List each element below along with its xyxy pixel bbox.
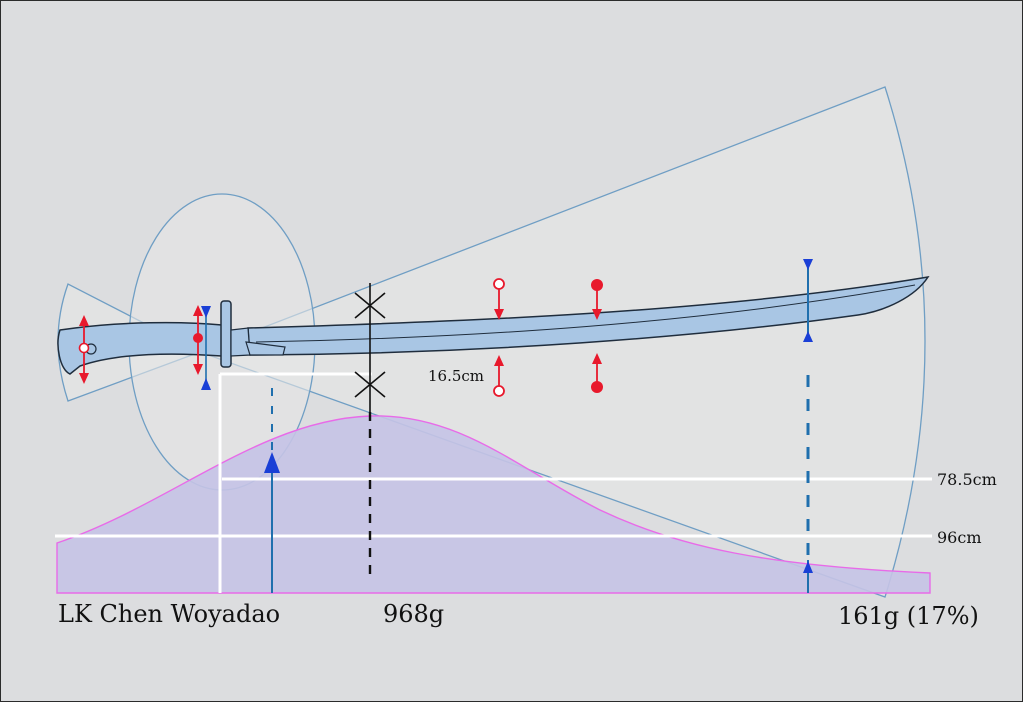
red-filled-arrow-up [592,353,602,364]
red-filled-circle-bottom [591,381,603,393]
width-label: 16.5cm [428,367,484,385]
length-label-2: 96cm [937,528,982,547]
guard-blue-arrow-up [201,378,211,390]
node-bottom-arrow [803,561,813,573]
guard-red-arrow-up [193,305,203,316]
cross-b2 [354,371,386,398]
red-open-circle-bottom [493,385,505,397]
pommel-red-circle [78,342,90,354]
node-top-arrow-up [803,331,813,342]
guard-blue-arrow-down [201,306,211,318]
total-mass-label: 968g [383,600,444,628]
mass-distribution-area [56,415,931,594]
guard-red-dot [193,333,203,343]
red-filled-arrow-down [592,309,602,320]
sword [57,275,930,375]
balance-markers [354,283,386,578]
red-open-arrow-down [494,309,504,320]
red-open-circle-top [493,278,505,290]
blade-collar-step [245,341,286,356]
guard [220,300,232,368]
blade [247,275,930,356]
blade-mass-label: 161g (17%) [838,602,979,630]
pommel-red-arrow-down [79,373,89,384]
handle [57,321,223,375]
sword-title: LK Chen Woyadao [58,600,280,628]
red-markers [78,278,603,397]
pivot-arrow-up [264,452,280,473]
red-open-arrow-up [494,355,504,366]
guard-red-arrow-down [193,364,203,375]
node-top-arrow-down [803,259,813,270]
pommel-red-arrow-up [79,315,89,326]
blade-fuller [255,284,916,343]
cross-a2 [354,292,386,319]
length-label-1: 78.5cm [937,470,997,489]
red-filled-circle-top [591,279,603,291]
